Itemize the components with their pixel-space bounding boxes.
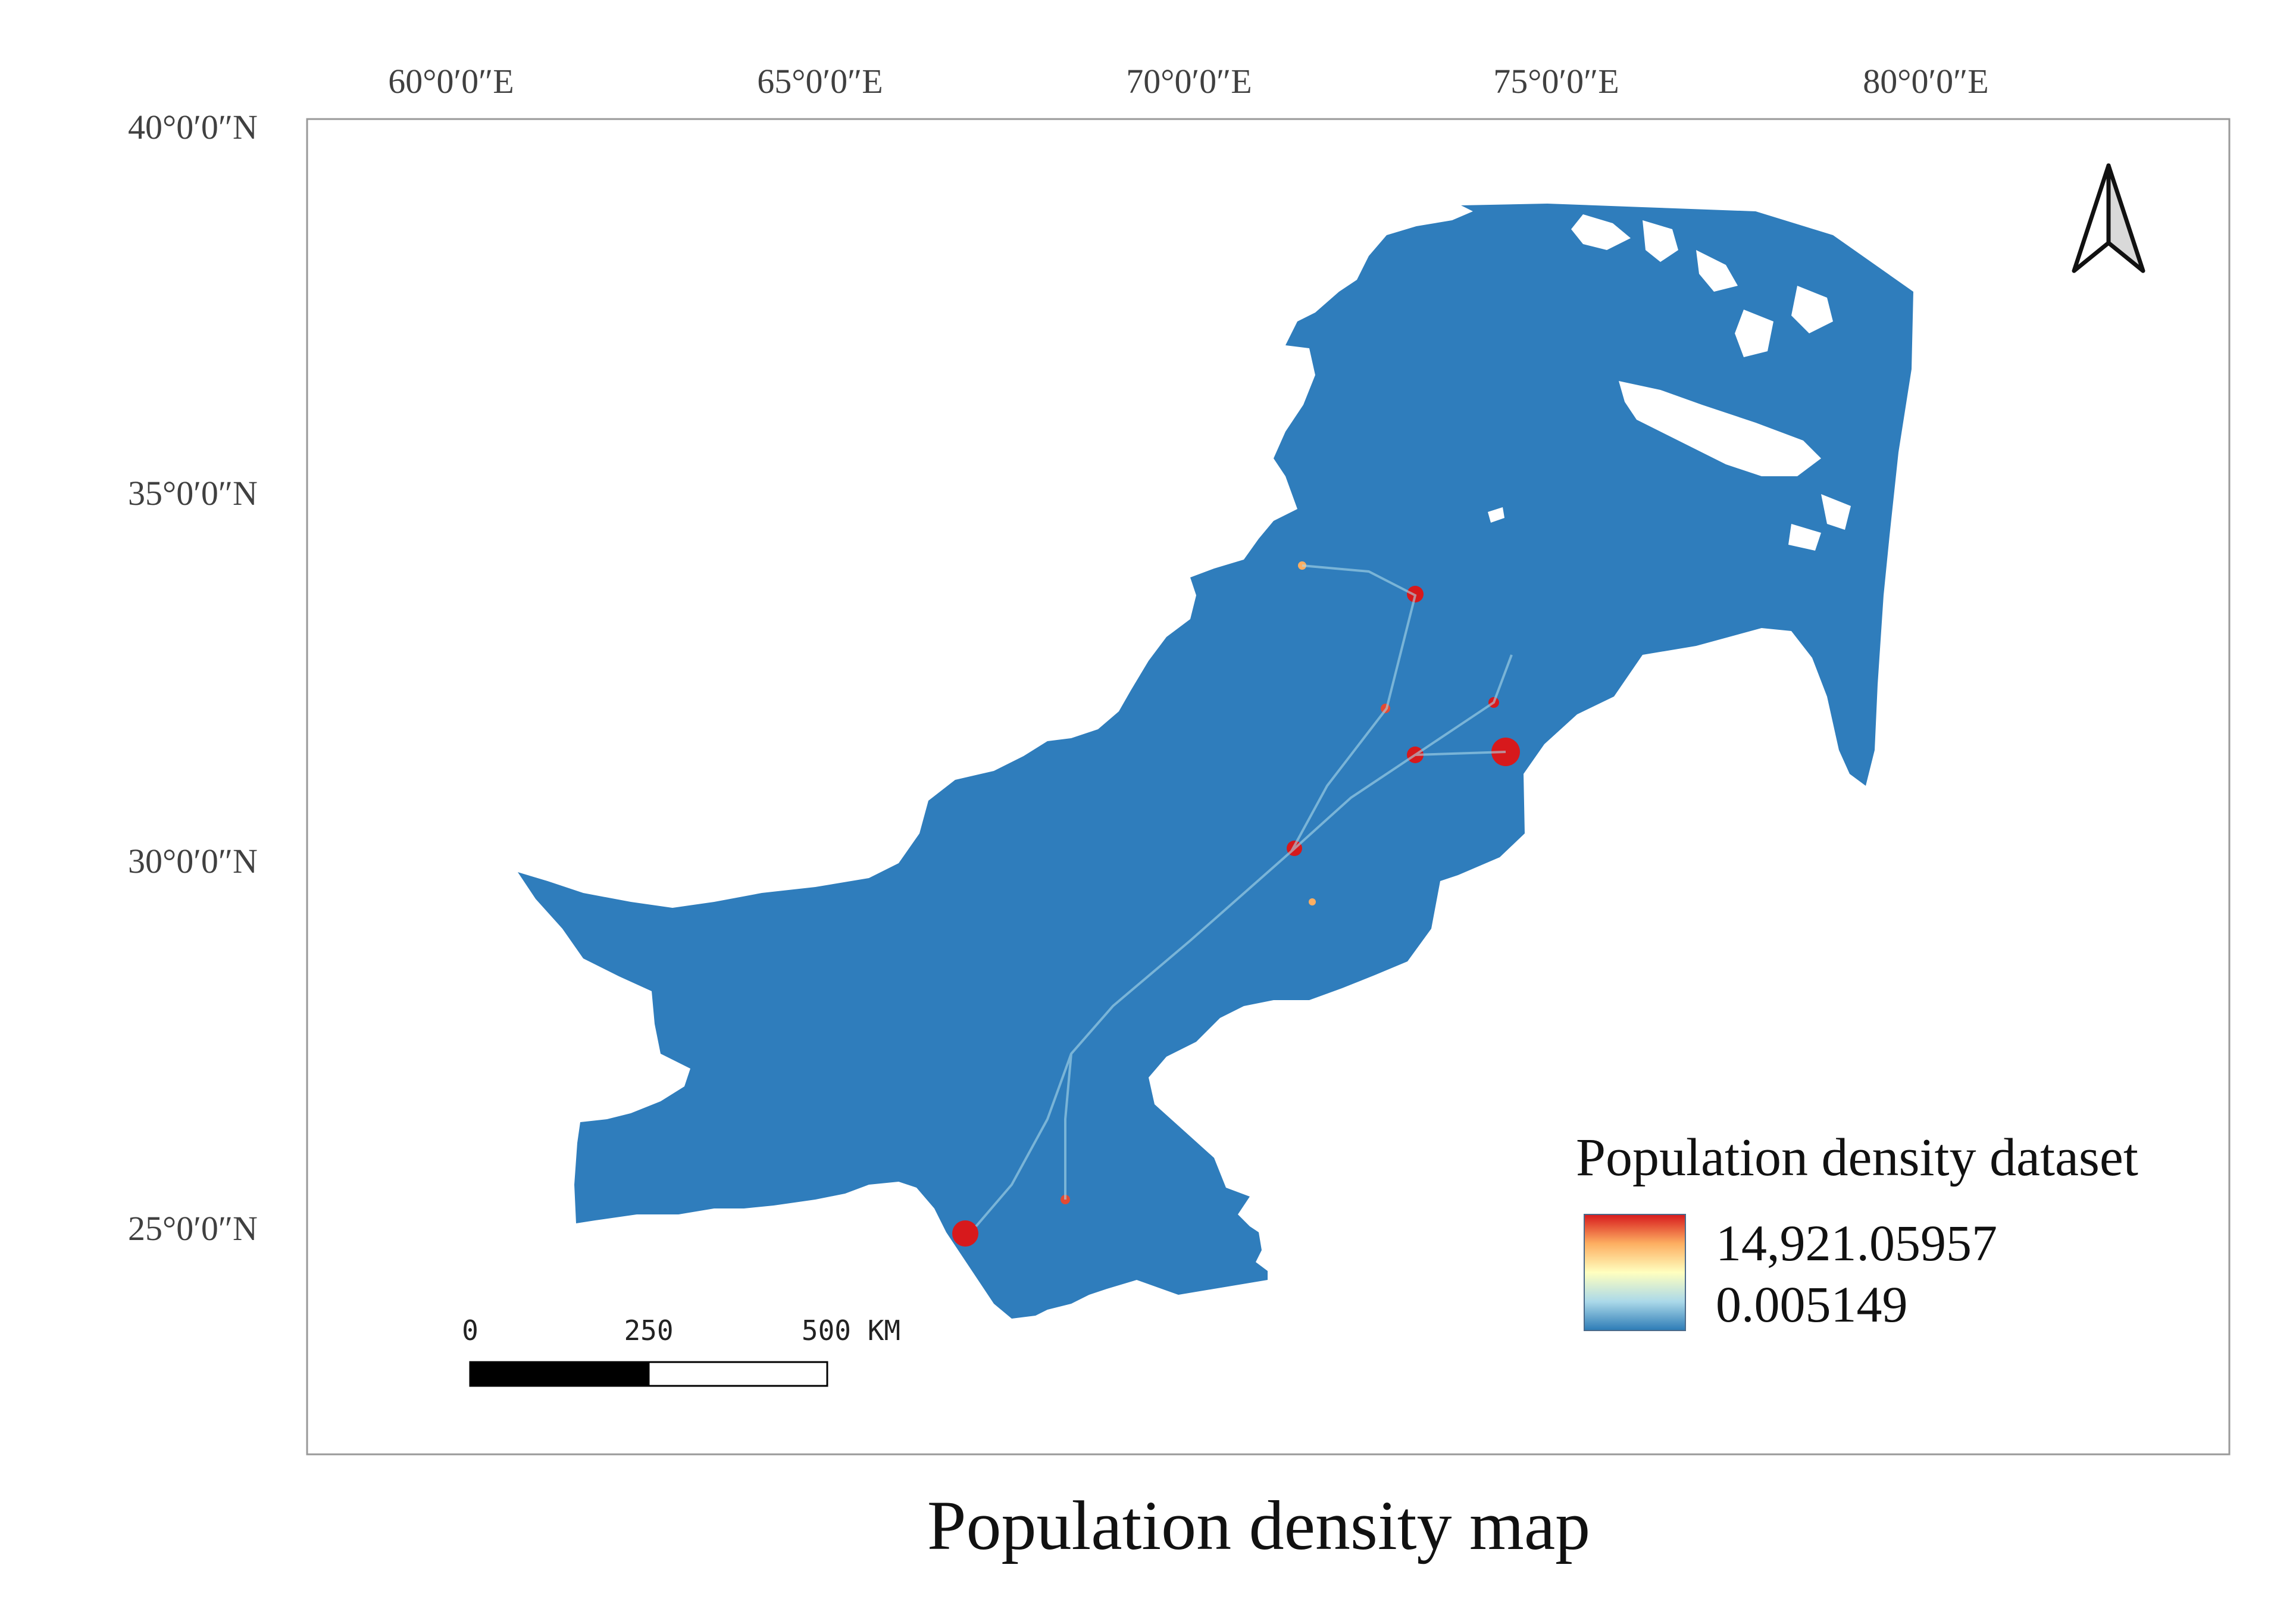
longitude-label: 60°0′0″E (388, 62, 514, 101)
scale-bar (469, 1361, 828, 1387)
legend-max-value: 14,921.05957 (1716, 1214, 1997, 1272)
latitude-label: 35°0′0″N (128, 474, 258, 513)
scale-label-mid: 250 (624, 1314, 674, 1347)
settlement-network (975, 564, 1513, 1228)
longitude-label: 75°0′0″E (1493, 62, 1619, 101)
city-hotspot (952, 1220, 978, 1247)
legend-color-ramp (1584, 1214, 1686, 1331)
longitude-label: 65°0′0″E (757, 62, 883, 101)
latitude-label: 25°0′0″N (128, 1209, 258, 1248)
scale-label-end: 500 KM (801, 1314, 901, 1347)
latitude-label: 40°0′0″N (128, 108, 258, 146)
legend-min-value: 0.005149 (1716, 1276, 1908, 1333)
map-frame (306, 118, 2231, 1456)
longitude-label: 80°0′0″E (1863, 62, 1989, 101)
longitude-label: 70°0′0″E (1126, 62, 1252, 101)
city-hotspot (1309, 898, 1316, 905)
legend-title: Population density dataset (1576, 1128, 2138, 1187)
latitude-label: 30°0′0″N (128, 842, 258, 880)
water-bodies (1488, 214, 1851, 551)
country-land (518, 204, 1913, 1319)
map-title: Population density map (927, 1486, 1591, 1564)
scale-label-start: 0 (462, 1314, 478, 1347)
north-arrow-icon (2072, 163, 2145, 273)
